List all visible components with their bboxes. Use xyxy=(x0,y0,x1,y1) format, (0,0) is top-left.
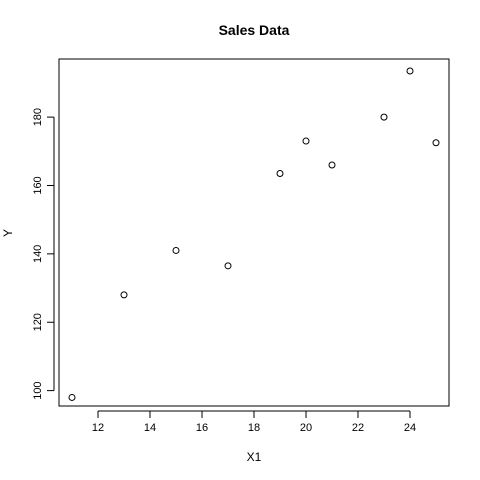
y-tick-label: 120 xyxy=(32,313,44,331)
data-point xyxy=(120,291,128,299)
y-tick-label: 100 xyxy=(32,381,44,399)
y-axis: 100 120 140 160 180 xyxy=(32,108,55,400)
plot-frame xyxy=(58,58,450,407)
x-tick-label: 14 xyxy=(144,422,156,434)
data-point xyxy=(224,262,232,270)
data-point xyxy=(380,113,388,121)
data-point xyxy=(432,139,440,147)
x-axis-label: X1 xyxy=(247,450,262,464)
data-point xyxy=(172,246,180,254)
y-tick-label: 140 xyxy=(32,245,44,263)
data-point xyxy=(276,170,284,178)
x-tick-label: 22 xyxy=(352,422,364,434)
chart-title: Sales Data xyxy=(219,22,290,38)
y-tick-label: 180 xyxy=(32,108,44,126)
data-points xyxy=(68,67,440,401)
x-tick-label: 16 xyxy=(196,422,208,434)
x-tick-label: 12 xyxy=(92,422,104,434)
x-tick-label: 18 xyxy=(248,422,260,434)
data-point xyxy=(406,67,414,75)
data-point xyxy=(68,393,76,401)
x-axis: 12 14 16 18 20 22 24 xyxy=(92,410,416,434)
x-tick-label: 24 xyxy=(404,422,416,434)
data-point xyxy=(328,161,336,169)
y-axis-label: Y xyxy=(1,229,15,237)
x-tick-label: 20 xyxy=(300,422,312,434)
y-tick-label: 160 xyxy=(32,176,44,194)
data-point xyxy=(302,137,310,145)
